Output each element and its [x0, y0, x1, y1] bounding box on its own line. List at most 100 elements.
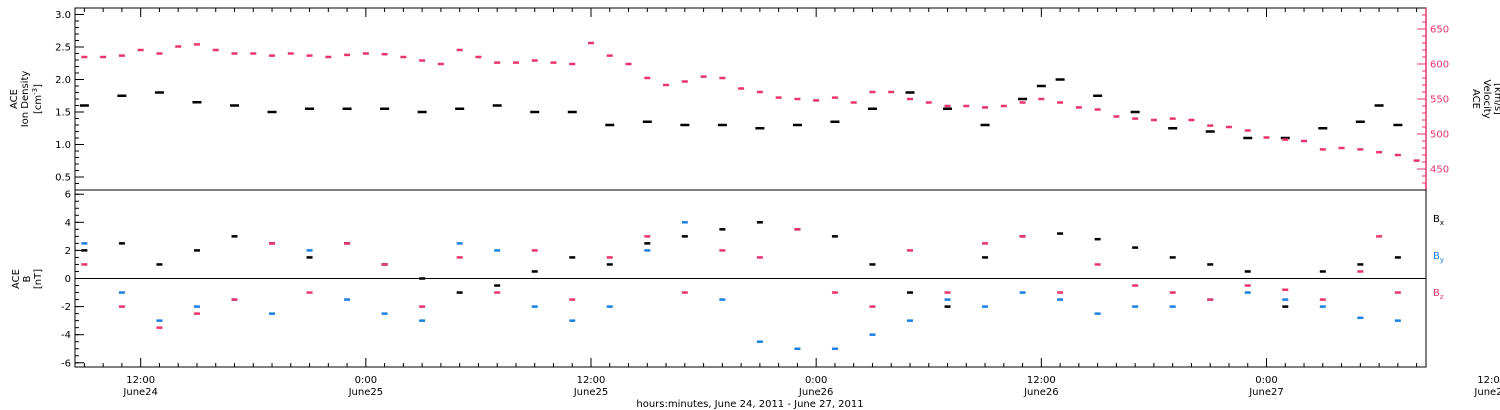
density-point	[755, 127, 765, 130]
velocity-point	[81, 55, 88, 59]
legend-symbol: B	[1433, 214, 1440, 225]
velocity-point	[1057, 101, 1064, 104]
velocity-point	[325, 55, 332, 59]
velocity-point	[1357, 148, 1364, 151]
velocity-point	[400, 55, 407, 59]
velocity-point	[869, 90, 876, 94]
velocity-point	[156, 52, 163, 55]
bx-point	[456, 291, 463, 294]
velocity-point	[738, 87, 745, 90]
bz-point	[231, 298, 238, 301]
by-point	[982, 305, 989, 308]
bz-point	[906, 249, 913, 252]
by-point	[569, 319, 576, 322]
density-point	[1374, 104, 1384, 107]
by-point	[1094, 312, 1101, 315]
time-tick-label: 0:00	[805, 375, 827, 386]
density-tick-label: 2.5	[55, 43, 71, 54]
date-tick-label: June26	[798, 387, 834, 398]
bx-point	[681, 235, 688, 238]
velocity-point	[550, 61, 557, 64]
by-point	[1357, 316, 1364, 320]
density-point	[1055, 78, 1065, 81]
density-point	[1018, 97, 1028, 101]
time-axis-title: hours:minutes, June 24, 2011 - June 27, …	[636, 399, 863, 410]
velocity-point	[775, 96, 782, 99]
density-point	[1130, 110, 1140, 114]
field-tick-label: 6	[65, 190, 71, 201]
by-point	[156, 319, 163, 322]
bz-point	[193, 312, 200, 315]
bz-point	[869, 305, 876, 308]
velocity-point	[663, 83, 670, 87]
bz-point	[944, 291, 951, 294]
velocity-point	[925, 101, 932, 104]
bz-point	[494, 291, 501, 294]
density-point	[867, 107, 877, 110]
density-point	[605, 123, 615, 127]
by-point	[831, 347, 838, 350]
velocity-point	[850, 101, 857, 104]
density-point	[905, 91, 915, 94]
density-point	[567, 110, 577, 114]
bz-point	[644, 235, 651, 238]
velocity-point	[625, 62, 632, 66]
velocity-axis-label-line1: ACE	[1470, 89, 1481, 109]
time-tick-label: 12:00	[126, 375, 155, 386]
density-point	[530, 110, 540, 114]
by-point	[794, 347, 801, 350]
bx-point	[531, 270, 538, 273]
field-axis-label-line1: ACE	[11, 269, 22, 289]
bx-point	[1282, 305, 1289, 308]
velocity-point	[231, 52, 238, 55]
by-point	[456, 242, 463, 245]
bz-point	[306, 291, 313, 294]
field-tick-label: -2	[61, 302, 71, 313]
density-velocity-points	[79, 41, 1420, 162]
density-point	[980, 123, 990, 127]
bz-point	[1357, 270, 1364, 273]
by-point	[1244, 291, 1251, 294]
density-tick-label: 2.0	[55, 75, 71, 86]
density-tick-label: 1.0	[55, 140, 71, 151]
date-tick-label: June27	[1473, 387, 1500, 398]
density-point	[642, 120, 652, 123]
bx-point	[193, 249, 200, 252]
density-point	[1393, 123, 1403, 127]
by-point	[719, 298, 726, 301]
density-point	[79, 104, 89, 107]
bz-point	[1057, 291, 1064, 294]
density-point	[1093, 94, 1103, 97]
velocity-point	[1132, 117, 1139, 120]
velocity-point	[512, 61, 519, 64]
velocity-point	[1263, 136, 1270, 139]
time-tick-label: 0:00	[355, 375, 377, 386]
bx-point	[756, 221, 763, 224]
velocity-point	[306, 54, 313, 57]
bz-point	[1282, 288, 1289, 291]
density-point	[1318, 127, 1328, 130]
bz-point	[381, 263, 388, 266]
bz-point	[1094, 263, 1101, 266]
velocity-point	[1207, 124, 1214, 127]
legend-symbol: B	[1433, 251, 1440, 262]
date-tick-label: June24	[122, 387, 158, 398]
time-tick-label: 12:00	[1477, 375, 1500, 386]
density-point	[830, 120, 840, 123]
bz-point	[269, 242, 276, 245]
velocity-point	[1413, 159, 1420, 162]
density-point	[717, 123, 727, 127]
legend-subscript: y	[1440, 256, 1444, 264]
velocity-point	[719, 76, 726, 80]
velocity-point	[700, 75, 707, 78]
by-point	[1132, 305, 1139, 308]
velocity-point	[1169, 117, 1176, 120]
bx-point	[831, 235, 838, 238]
velocity-point	[569, 62, 576, 66]
velocity-point	[344, 53, 351, 57]
density-unit-base: [cm	[33, 95, 44, 114]
bx-point	[719, 228, 726, 231]
legend-bz: Bz	[1433, 288, 1444, 301]
